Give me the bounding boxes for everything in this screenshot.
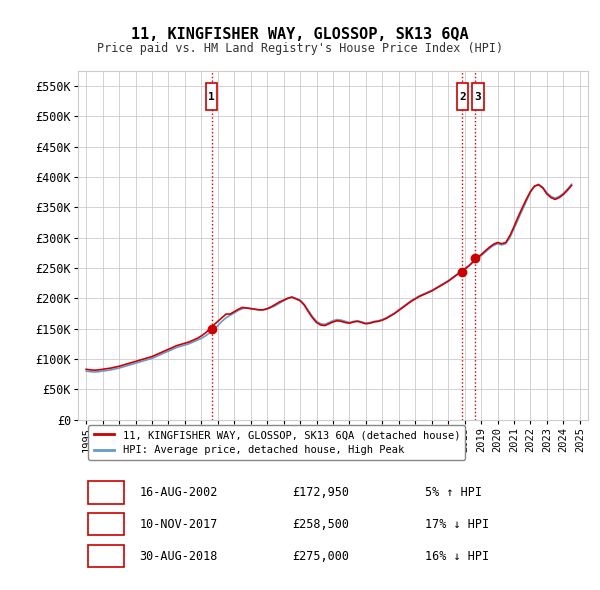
Text: £275,000: £275,000 — [292, 549, 349, 562]
FancyBboxPatch shape — [457, 83, 468, 110]
Text: 5% ↑ HPI: 5% ↑ HPI — [425, 486, 482, 499]
Text: £258,500: £258,500 — [292, 518, 349, 531]
Text: 16% ↓ HPI: 16% ↓ HPI — [425, 549, 489, 562]
Text: 2: 2 — [459, 91, 466, 101]
FancyBboxPatch shape — [206, 83, 217, 110]
Text: 17% ↓ HPI: 17% ↓ HPI — [425, 518, 489, 531]
Text: 1: 1 — [102, 486, 110, 499]
FancyBboxPatch shape — [88, 545, 124, 567]
Text: Price paid vs. HM Land Registry's House Price Index (HPI): Price paid vs. HM Land Registry's House … — [97, 42, 503, 55]
FancyBboxPatch shape — [472, 83, 484, 110]
Text: 16-AUG-2002: 16-AUG-2002 — [139, 486, 218, 499]
Text: 30-AUG-2018: 30-AUG-2018 — [139, 549, 218, 562]
Legend: 11, KINGFISHER WAY, GLOSSOP, SK13 6QA (detached house), HPI: Average price, deta: 11, KINGFISHER WAY, GLOSSOP, SK13 6QA (d… — [88, 425, 466, 460]
FancyBboxPatch shape — [88, 481, 124, 504]
Text: 3: 3 — [475, 91, 481, 101]
Text: 11, KINGFISHER WAY, GLOSSOP, SK13 6QA: 11, KINGFISHER WAY, GLOSSOP, SK13 6QA — [131, 27, 469, 41]
Text: 2: 2 — [102, 518, 110, 531]
FancyBboxPatch shape — [88, 513, 124, 535]
Text: £172,950: £172,950 — [292, 486, 349, 499]
Text: 3: 3 — [102, 549, 110, 562]
Text: 10-NOV-2017: 10-NOV-2017 — [139, 518, 218, 531]
Text: 1: 1 — [208, 91, 215, 101]
